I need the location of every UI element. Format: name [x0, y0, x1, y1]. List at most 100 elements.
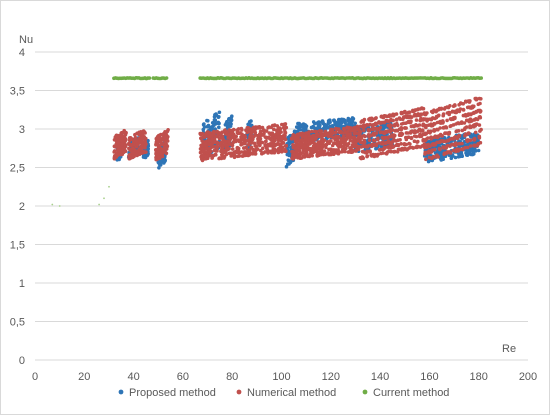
proposed-method-point — [214, 113, 219, 118]
numerical-method-point — [295, 140, 299, 144]
numerical-method-point — [272, 127, 276, 132]
x-tick-label: 140 — [371, 371, 389, 383]
numerical-method-point — [253, 147, 258, 152]
numerical-method-point — [215, 129, 219, 134]
numerical-method-point — [245, 152, 249, 156]
numerical-method-point — [249, 133, 254, 138]
numerical-method-point — [429, 124, 434, 128]
y-tick-label: 3 — [19, 124, 25, 136]
numerical-method-point — [328, 152, 333, 156]
y-tick-label: 0 — [19, 355, 25, 367]
numerical-method-point — [139, 138, 144, 143]
numerical-method-point — [154, 150, 158, 155]
numerical-method-point — [339, 144, 343, 149]
numerical-method-point — [457, 109, 462, 114]
numerical-method-point — [123, 144, 128, 149]
numerical-method-point — [432, 147, 437, 152]
numerical-method-point — [316, 146, 321, 150]
proposed-method-point — [205, 118, 209, 123]
proposed-method-point — [326, 120, 331, 125]
numerical-method-point — [376, 152, 381, 157]
numerical-method-point — [319, 152, 324, 156]
numerical-method-point — [362, 125, 367, 129]
numerical-method-point — [261, 133, 265, 137]
numerical-method-point — [242, 133, 247, 138]
current-method-point — [58, 205, 61, 207]
numerical-method-point — [436, 127, 440, 132]
proposed-method-point — [206, 123, 211, 128]
numerical-method-point — [403, 126, 407, 130]
numerical-method-point — [217, 136, 222, 140]
numerical-method-point — [128, 147, 133, 152]
numerical-method-point — [414, 134, 419, 139]
numerical-method-point — [269, 132, 273, 137]
numerical-method-point — [465, 118, 470, 123]
numerical-method-point — [203, 154, 208, 159]
numerical-method-point — [362, 133, 366, 138]
numerical-method-point — [458, 101, 463, 105]
numerical-method-point — [441, 120, 445, 124]
proposed-method-point — [350, 119, 355, 123]
numerical-method-point — [428, 117, 432, 121]
numerical-method-point — [227, 140, 231, 144]
numerical-method-point — [423, 150, 428, 155]
numerical-method-point — [322, 149, 327, 153]
numerical-method-point — [280, 145, 285, 150]
numerical-method-point — [436, 140, 441, 145]
numerical-method-point — [413, 108, 418, 112]
numerical-method-point — [402, 115, 406, 120]
x-tick-label: 160 — [420, 371, 438, 383]
numerical-method-point — [422, 111, 427, 115]
proposed-method-point — [337, 119, 342, 123]
numerical-method-point — [358, 130, 363, 134]
numerical-method-point — [341, 149, 345, 154]
numerical-method-point — [379, 151, 383, 156]
numerical-method-point — [359, 145, 364, 149]
proposed-method-point — [469, 147, 473, 152]
numerical-method-point — [455, 136, 460, 141]
numerical-method-point — [477, 134, 482, 139]
numerical-method-point — [249, 141, 254, 145]
numerical-method-point — [424, 157, 428, 162]
proposed-method-point — [315, 121, 320, 125]
current-method-point — [147, 76, 152, 80]
numerical-method-point — [472, 144, 477, 148]
numerical-method-point — [370, 154, 374, 158]
proposed-method-point — [292, 129, 297, 134]
numerical-method-point — [239, 135, 243, 139]
x-tick-label: 200 — [519, 371, 537, 383]
numerical-method-point — [397, 127, 402, 131]
numerical-method-point — [393, 133, 397, 138]
proposed-method-point — [469, 134, 473, 139]
proposed-method-point — [382, 124, 387, 129]
numerical-method-point — [386, 139, 391, 143]
numerical-method-point — [448, 104, 452, 108]
numerical-method-point — [471, 104, 476, 109]
numerical-method-point — [321, 138, 326, 143]
numerical-method-point — [273, 138, 277, 143]
numerical-method-point — [427, 149, 431, 153]
numerical-method-point — [251, 137, 255, 141]
numerical-method-point — [405, 147, 409, 152]
numerical-method-point — [374, 122, 378, 127]
numerical-method-point — [474, 117, 478, 121]
numerical-method-point — [458, 147, 462, 152]
numerical-method-point — [406, 131, 410, 135]
proposed-method-point — [320, 120, 325, 125]
numerical-method-point — [438, 132, 443, 137]
numerical-method-point — [432, 128, 436, 132]
x-tick-label: 120 — [322, 371, 340, 383]
numerical-method-point — [156, 146, 161, 151]
numerical-method-point — [291, 133, 296, 137]
numerical-method-point — [418, 107, 422, 111]
numerical-method-point — [347, 150, 352, 154]
numerical-method-point — [415, 144, 419, 148]
numerical-method-point — [130, 150, 135, 155]
numerical-method-point — [374, 142, 378, 146]
numerical-method-point — [135, 153, 139, 158]
proposed-method-point — [426, 159, 431, 164]
numerical-method-point — [263, 139, 268, 144]
numerical-method-point — [387, 113, 392, 118]
numerical-method-point — [307, 134, 312, 138]
